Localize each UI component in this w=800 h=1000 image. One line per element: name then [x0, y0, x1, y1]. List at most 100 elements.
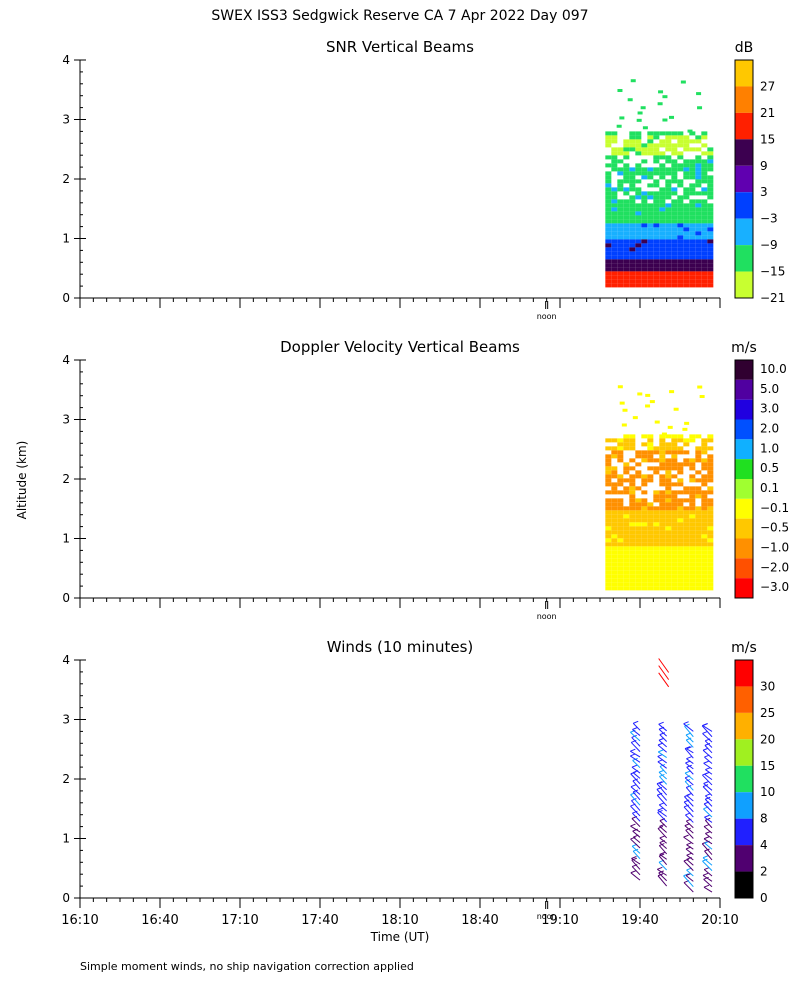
heatmap-cell — [689, 486, 696, 491]
heatmap-cell — [707, 179, 714, 184]
heatmap-cell — [619, 401, 625, 405]
heatmap-cell — [665, 219, 672, 224]
wind-barb — [686, 854, 694, 861]
wind-barb-flag — [705, 793, 711, 797]
wind-barb — [631, 766, 641, 774]
heatmap-cell — [647, 227, 654, 232]
heatmap-cell — [671, 466, 678, 471]
wind-barb — [633, 836, 641, 844]
heatmap-cell — [665, 263, 672, 268]
heatmap-cell — [683, 538, 690, 543]
heatmap-cell — [629, 542, 636, 547]
heatmap-cell — [665, 211, 672, 216]
heatmap-cell — [641, 442, 648, 447]
heatmap-cell — [707, 558, 714, 563]
colorbar-label: 10 — [760, 785, 775, 799]
heatmap-cell — [689, 462, 696, 467]
heatmap-cell — [623, 554, 630, 559]
heatmap-cell — [623, 530, 630, 535]
heatmap-cell — [605, 530, 612, 535]
heatmap-cell — [677, 131, 684, 136]
heatmap-cell — [641, 195, 648, 200]
heatmap-cell — [701, 131, 708, 136]
heatmap-cell — [659, 203, 666, 208]
heatmap-cell — [701, 462, 708, 467]
heatmap-cell — [665, 458, 672, 463]
heatmap-cell — [605, 566, 612, 571]
wind-barb — [658, 771, 667, 780]
heatmap-cell — [653, 546, 660, 551]
heatmap-cell — [623, 550, 630, 555]
heatmap-cell — [665, 442, 672, 447]
heatmap-cell — [671, 231, 678, 236]
heatmap-cell — [707, 223, 714, 228]
y-tick-label: 0 — [62, 891, 70, 905]
heatmap-cell — [669, 390, 675, 394]
colorbar-label: 21 — [760, 106, 775, 120]
heatmap-cell — [635, 558, 642, 563]
wind-barb-flag — [632, 810, 638, 814]
heatmap-cell — [695, 530, 702, 535]
heatmap-cell — [683, 450, 690, 455]
heatmap-cell — [707, 514, 714, 519]
heatmap-cell — [673, 407, 679, 411]
heatmap-cell — [677, 215, 684, 220]
wind-barb — [632, 791, 641, 801]
wind-barb-flag — [630, 836, 636, 840]
wind-barb — [686, 795, 694, 802]
wind-barb — [685, 814, 694, 823]
heatmap-cell — [611, 231, 618, 236]
heatmap-cell — [665, 522, 672, 527]
heatmap-cell — [629, 139, 636, 144]
heatmap-cell — [689, 247, 696, 252]
wind-barb-flag — [684, 746, 691, 750]
wind-barb — [704, 842, 713, 850]
heatmap-cell — [629, 518, 636, 523]
heatmap-cell — [605, 179, 612, 184]
heatmap-cell — [707, 255, 714, 260]
colorbar-swatch — [735, 399, 753, 420]
heatmap-cell — [689, 279, 696, 284]
heatmap-cell — [683, 490, 690, 495]
heatmap-cell — [641, 510, 648, 515]
wind-barb-flag — [686, 842, 692, 846]
heatmap-cell — [635, 267, 642, 272]
heatmap-cell — [671, 283, 678, 288]
heatmap-cell — [683, 526, 690, 531]
colorbar-swatch — [735, 459, 753, 479]
colorbar-swatch — [735, 479, 753, 499]
colorbar-label: −3.0 — [760, 580, 789, 594]
heatmap-cell — [629, 247, 636, 252]
heatmap-cell — [665, 586, 672, 591]
heatmap-cell — [701, 191, 708, 196]
heatmap-cell — [677, 223, 684, 228]
heatmap-cell — [641, 247, 648, 252]
heatmap-cell — [617, 151, 624, 156]
heatmap-cell — [629, 143, 636, 148]
heatmap-cell — [611, 215, 618, 220]
heatmap-cell — [635, 223, 642, 228]
heatmap-cell — [701, 446, 708, 451]
x-tick-label: 20:10 — [701, 913, 738, 928]
heatmap-cell — [622, 408, 628, 412]
heatmap-cell — [707, 259, 714, 264]
heatmap-cell — [629, 175, 636, 180]
heatmap-cell — [677, 518, 684, 523]
heatmap-cell — [605, 550, 612, 555]
wind-barb — [704, 745, 713, 754]
heatmap-cell — [677, 586, 684, 591]
heatmap-cell — [653, 179, 660, 184]
heatmap-cell — [635, 195, 642, 200]
heatmap-cell — [623, 518, 630, 523]
heatmap-cell — [623, 434, 630, 439]
heatmap-cell — [611, 251, 618, 256]
heatmap-cell — [605, 570, 612, 575]
heatmap-cell — [629, 239, 636, 244]
heatmap-cell — [635, 566, 642, 571]
heatmap-cell — [683, 570, 690, 575]
heatmap-cell — [641, 199, 648, 204]
panel-2: Doppler Velocity Vertical Beams01234noon… — [62, 338, 789, 621]
colorbar-swatch — [735, 86, 753, 113]
wind-barb — [657, 809, 667, 817]
colorbar-swatch — [735, 871, 753, 898]
